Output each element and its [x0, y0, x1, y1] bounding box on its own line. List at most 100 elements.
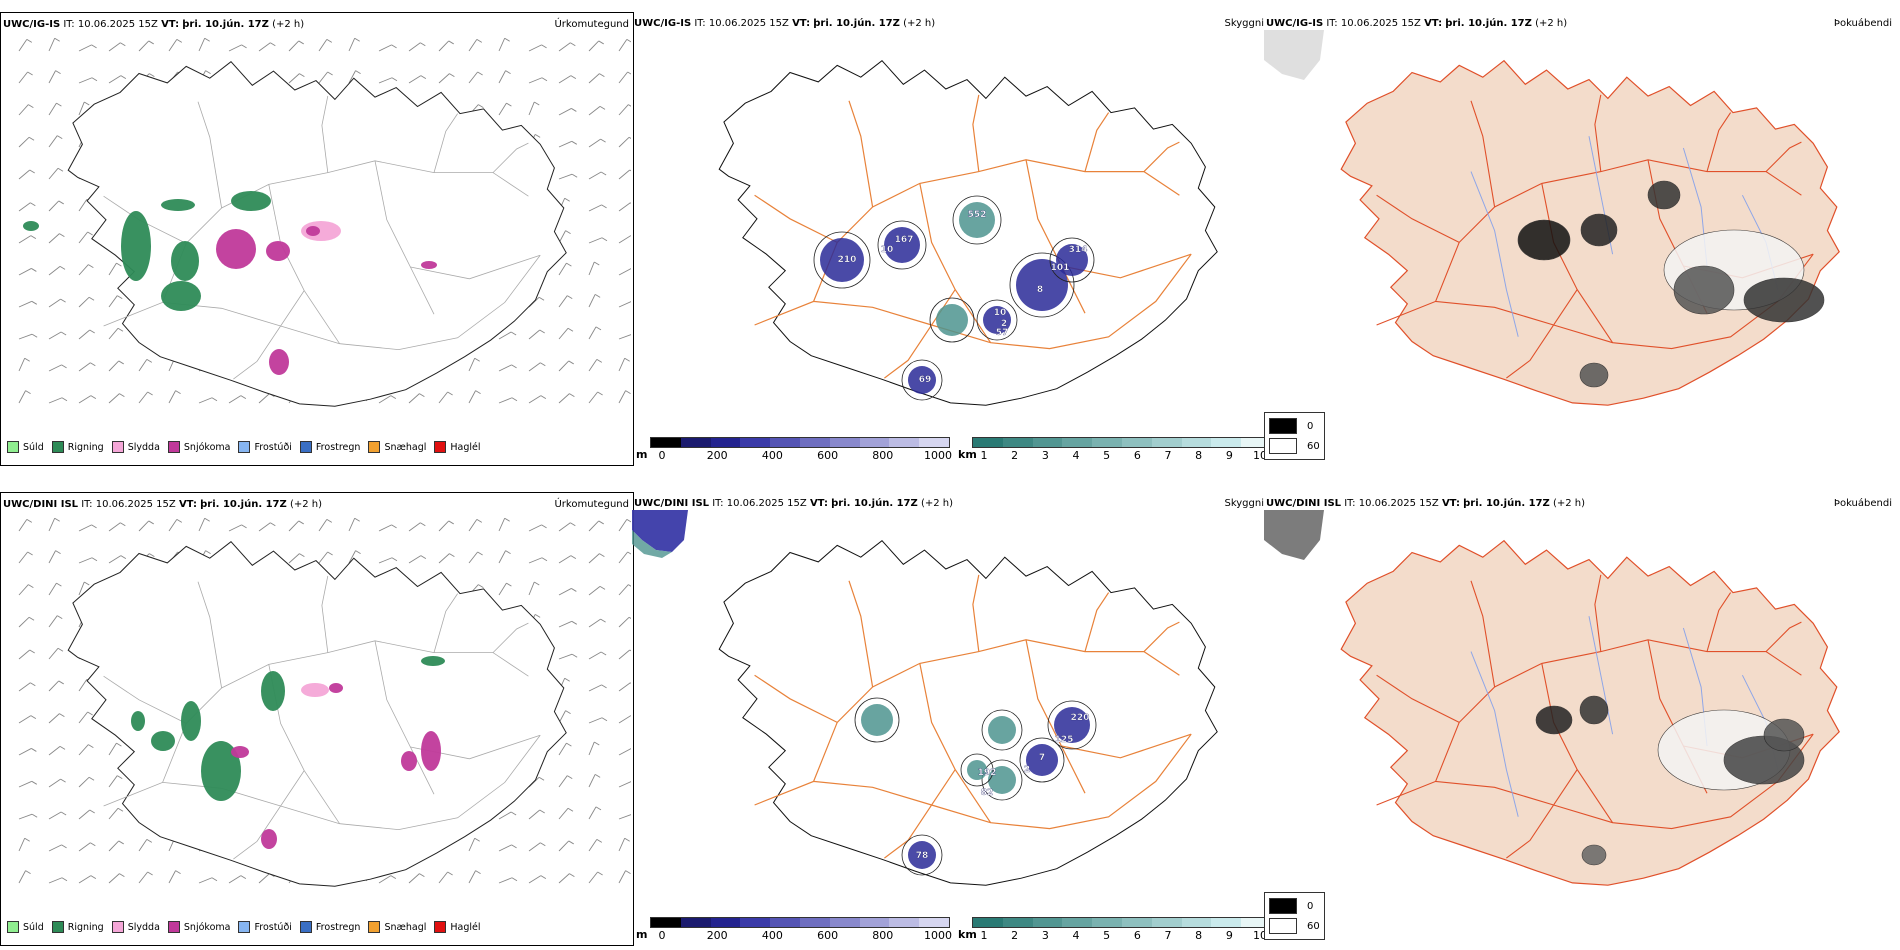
wind-barb-flag — [55, 550, 61, 555]
scale-tick-label: 7 — [1164, 449, 1172, 462]
wind-barb — [108, 555, 122, 564]
wind-barb — [48, 550, 56, 564]
wind-barb — [528, 395, 542, 404]
wind-barb — [168, 39, 178, 52]
visibility-area — [908, 841, 936, 869]
legend-swatch — [434, 921, 447, 933]
wind-barb — [78, 77, 93, 84]
wind-barb — [558, 393, 570, 404]
panel-title: Úrkomutegund — [554, 19, 629, 30]
wind-barb-flag — [475, 390, 481, 395]
wind-barb — [18, 616, 30, 628]
wind-barb — [18, 104, 29, 116]
wind-barb-flag — [595, 806, 602, 811]
wind-barb — [228, 524, 242, 532]
scale-swatch — [1181, 438, 1212, 447]
wind-barb — [558, 522, 571, 532]
panel-header: UWC/IG-IS IT: 10.06.2025 15Z VT: þri. 10… — [3, 19, 305, 30]
wind-barb — [18, 748, 32, 756]
wind-barb — [618, 748, 631, 756]
visibility-value-label: 10 — [994, 308, 1007, 318]
scale-swatch — [651, 438, 681, 447]
wind-barb — [108, 775, 118, 788]
wind-barb-flag — [566, 742, 572, 747]
wind-barb-flag — [148, 40, 154, 45]
wind-barb-flag — [601, 237, 608, 242]
road-line — [1470, 100, 1496, 208]
visibility-value-label: 69 — [919, 375, 932, 385]
wind-barb — [558, 295, 568, 308]
scale-swatch — [799, 438, 830, 447]
scale-tick-label: 4 — [1072, 929, 1080, 942]
wind-barb-flag — [476, 519, 483, 523]
wind-barb — [48, 746, 61, 756]
wind-barb — [18, 202, 31, 212]
scale-tick-label: 1 — [980, 929, 988, 942]
wind-barb — [108, 807, 119, 820]
wind-barb-flag — [594, 261, 600, 266]
scale-swatch — [770, 918, 800, 927]
panel-title: Þokuábendi — [1833, 498, 1892, 509]
visibility-value-label: 82 — [981, 788, 994, 798]
scale-tick-label: 4 — [1072, 449, 1080, 462]
precip-area — [131, 711, 145, 731]
legend-label: Frostregn — [315, 441, 361, 453]
wind-barb-flag — [566, 262, 572, 267]
wind-barb-flag — [60, 298, 66, 303]
wind-barb — [198, 397, 213, 404]
wind-barb-flag — [60, 331, 67, 336]
wind-barb-flag — [599, 73, 605, 78]
wind-barb-flag — [391, 524, 397, 529]
scale-swatch — [1002, 438, 1033, 447]
wind-barb — [618, 649, 631, 660]
wind-barb — [498, 38, 506, 52]
legend-label: Snjókoma — [183, 441, 231, 453]
wind-barb-flag — [28, 104, 34, 108]
wind-barb-flag — [601, 717, 608, 722]
wind-barb-flag — [270, 522, 276, 527]
legend-label: Rigning — [67, 921, 104, 933]
wind-barb-flag — [541, 524, 547, 529]
wind-barb-flag — [84, 101, 90, 106]
wind-barb — [378, 44, 392, 52]
wind-barb-flag — [55, 70, 61, 75]
wind-barb — [348, 70, 356, 84]
legend-item: Snæhagl — [368, 441, 426, 453]
wind-barb — [138, 520, 150, 532]
road-line — [1706, 112, 1732, 172]
cloud-key-row: 0 — [1269, 896, 1320, 916]
cloud-area — [1743, 277, 1825, 323]
wind-barb — [588, 171, 602, 180]
scale-swatch — [1211, 438, 1242, 447]
wind-barb-flag — [354, 37, 360, 42]
wind-barb-flag — [601, 204, 607, 209]
road-line — [492, 622, 529, 653]
wind-barb — [588, 237, 603, 244]
wind-barb-flag — [175, 390, 181, 395]
visibility-area — [1056, 244, 1088, 276]
scale-bar — [972, 437, 1272, 448]
wind-barb — [78, 809, 91, 820]
wind-barb-flag — [116, 295, 123, 300]
wind-barb — [588, 618, 601, 628]
visibility-value-label: 167 — [895, 235, 914, 245]
wind-barb-flag — [474, 837, 480, 842]
visibility-value-label: 101 — [1051, 263, 1070, 273]
visibility-area — [983, 306, 1011, 334]
wind-barb — [258, 393, 270, 404]
road-line — [433, 113, 458, 173]
wind-barb-flag — [627, 551, 631, 555]
precip-area — [216, 229, 256, 269]
wind-barb-flag — [29, 649, 35, 654]
wind-barb-flag — [28, 136, 35, 141]
wind-barb — [78, 776, 90, 788]
wind-barb-flag — [240, 875, 247, 879]
contour — [960, 753, 994, 787]
wind-barb-flag — [30, 235, 37, 239]
legend-item: Slydda — [111, 921, 160, 933]
visibility-value-label: 2 — [1001, 319, 1007, 329]
contour — [1009, 252, 1075, 318]
wind-barb-flag — [58, 200, 64, 205]
wind-barb-flag — [629, 649, 631, 652]
wind-barb-flag — [540, 842, 546, 847]
